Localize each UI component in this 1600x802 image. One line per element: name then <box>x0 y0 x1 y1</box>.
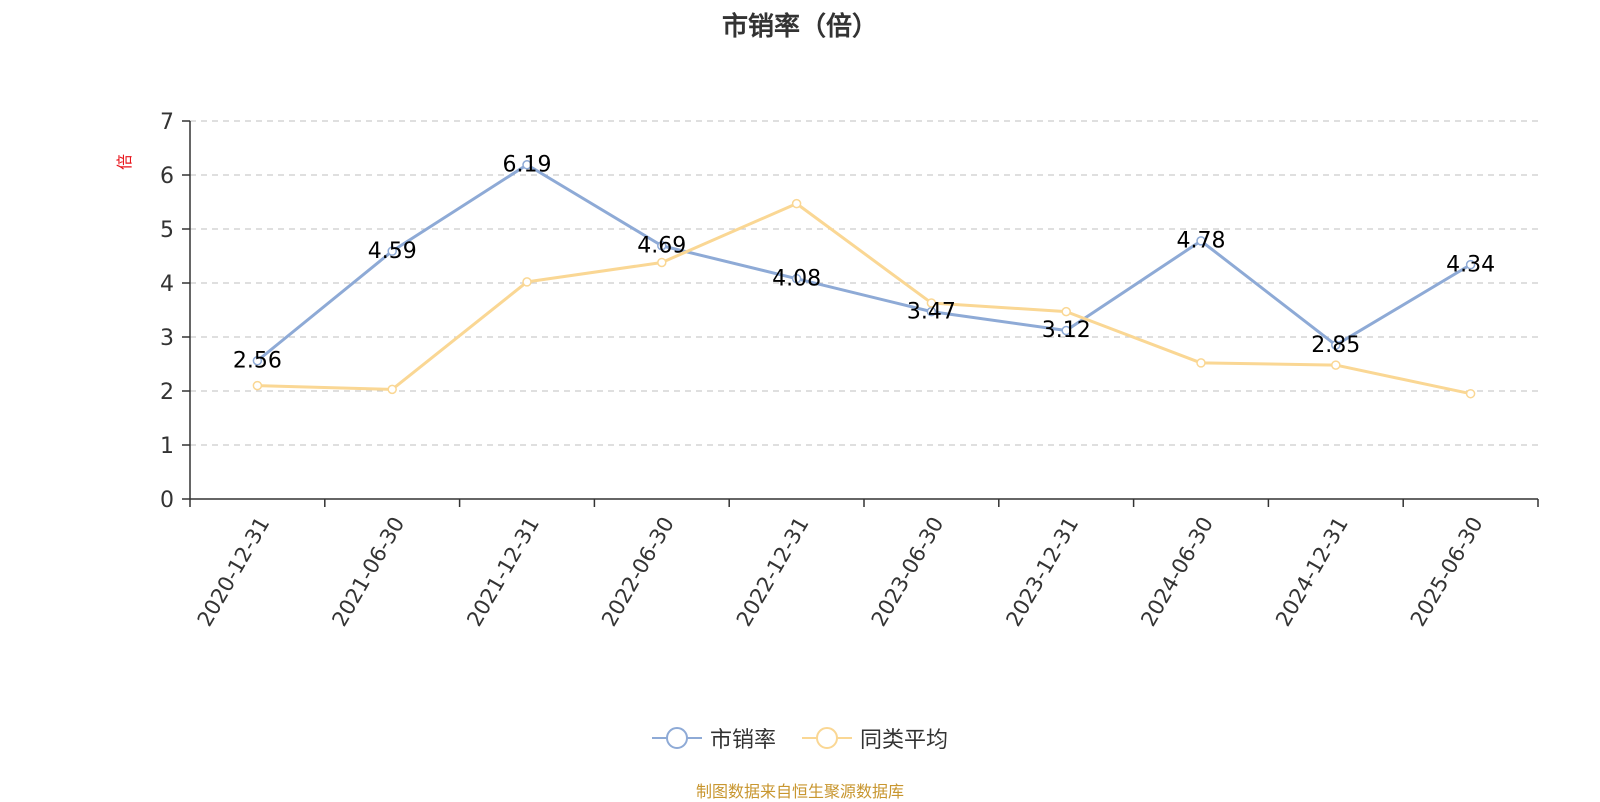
data-label: 4.69 <box>637 233 686 258</box>
data-point <box>1196 236 1206 246</box>
y-tick-label: 1 <box>160 434 174 459</box>
data-point <box>1331 360 1341 370</box>
data-label: 4.59 <box>368 239 417 264</box>
x-tick-label: 2023-06-30 <box>867 513 949 631</box>
grid-lines <box>190 120 1538 446</box>
x-tick-label: 2022-06-30 <box>597 513 679 631</box>
y-tick-label: 0 <box>160 488 174 513</box>
data-label: 4.78 <box>1177 229 1226 254</box>
data-label: 3.47 <box>907 299 956 324</box>
legend-item-avg[interactable]: 同类平均 <box>802 722 948 754</box>
data-point <box>791 198 802 209</box>
legend-marker-main-icon <box>651 727 702 749</box>
data-label: 2.85 <box>1311 333 1360 358</box>
x-tick-label: 2024-12-31 <box>1271 513 1353 631</box>
data-point <box>252 380 263 391</box>
data-point <box>522 159 532 170</box>
data-label: 3.12 <box>1042 318 1091 343</box>
legend-marker-avg-icon <box>802 727 852 749</box>
data-point <box>252 356 263 366</box>
data-label: 4.34 <box>1446 252 1495 277</box>
x-tick-label: 2022-12-31 <box>732 513 814 631</box>
data-label: 6.19 <box>503 152 552 177</box>
data-point <box>387 384 397 395</box>
legend-label-main: 市销率 <box>709 728 776 753</box>
series-line-0 <box>256 163 1472 362</box>
data-point <box>657 257 667 268</box>
data-point <box>1061 306 1071 317</box>
x-tick-label: 2020-12-31 <box>193 513 275 631</box>
data-point <box>1196 358 1206 368</box>
y-tick-label: 6 <box>160 164 174 189</box>
source-note: 制图数据来自恒生聚源数据库 <box>695 782 904 801</box>
data-point <box>1061 325 1071 336</box>
legend-label-avg: 同类平均 <box>860 728 949 753</box>
y-axis-unit-label: 倍 <box>115 154 134 170</box>
y-tick-label: 5 <box>160 218 174 243</box>
chart-title: 市销率（倍） <box>721 12 878 42</box>
y-tick-label: 7 <box>160 110 174 135</box>
y-tick-label: 4 <box>160 272 174 297</box>
legend-item-main[interactable]: 市销率 <box>651 722 776 754</box>
x-tick-label: 2021-06-30 <box>327 513 409 631</box>
data-point <box>1331 340 1341 350</box>
x-tick-label: 2021-12-31 <box>462 513 544 631</box>
series-line-1 <box>257 202 1471 396</box>
data-point <box>1465 259 1476 270</box>
series-lines <box>252 159 1476 399</box>
data-point <box>791 273 802 284</box>
data-point <box>522 277 532 287</box>
data-point <box>1465 388 1476 399</box>
data-point <box>657 240 667 251</box>
axes: 0 1 2 3 4 5 6 7 2020-12-31 2021-06-30 2021-12-31 20… <box>160 110 1539 631</box>
x-tick-label: 2023-12-31 <box>1001 513 1083 631</box>
x-tick-label: 2025-06-30 <box>1406 513 1488 631</box>
data-label: 2.56 <box>233 348 282 373</box>
data-label: 4.08 <box>772 266 821 291</box>
x-tick-label: 2024-06-30 <box>1136 513 1218 631</box>
data-labels: 2.56 4.59 6.19 4.69 4.08 3.47 3.12 4.78 2.85 4.34 <box>233 152 1495 373</box>
data-point <box>387 246 397 256</box>
y-tick-label: 2 <box>160 380 174 405</box>
legend: 市销率 同类平均 <box>0 722 1600 754</box>
data-point <box>926 298 937 308</box>
y-tick-label: 3 <box>160 326 174 351</box>
